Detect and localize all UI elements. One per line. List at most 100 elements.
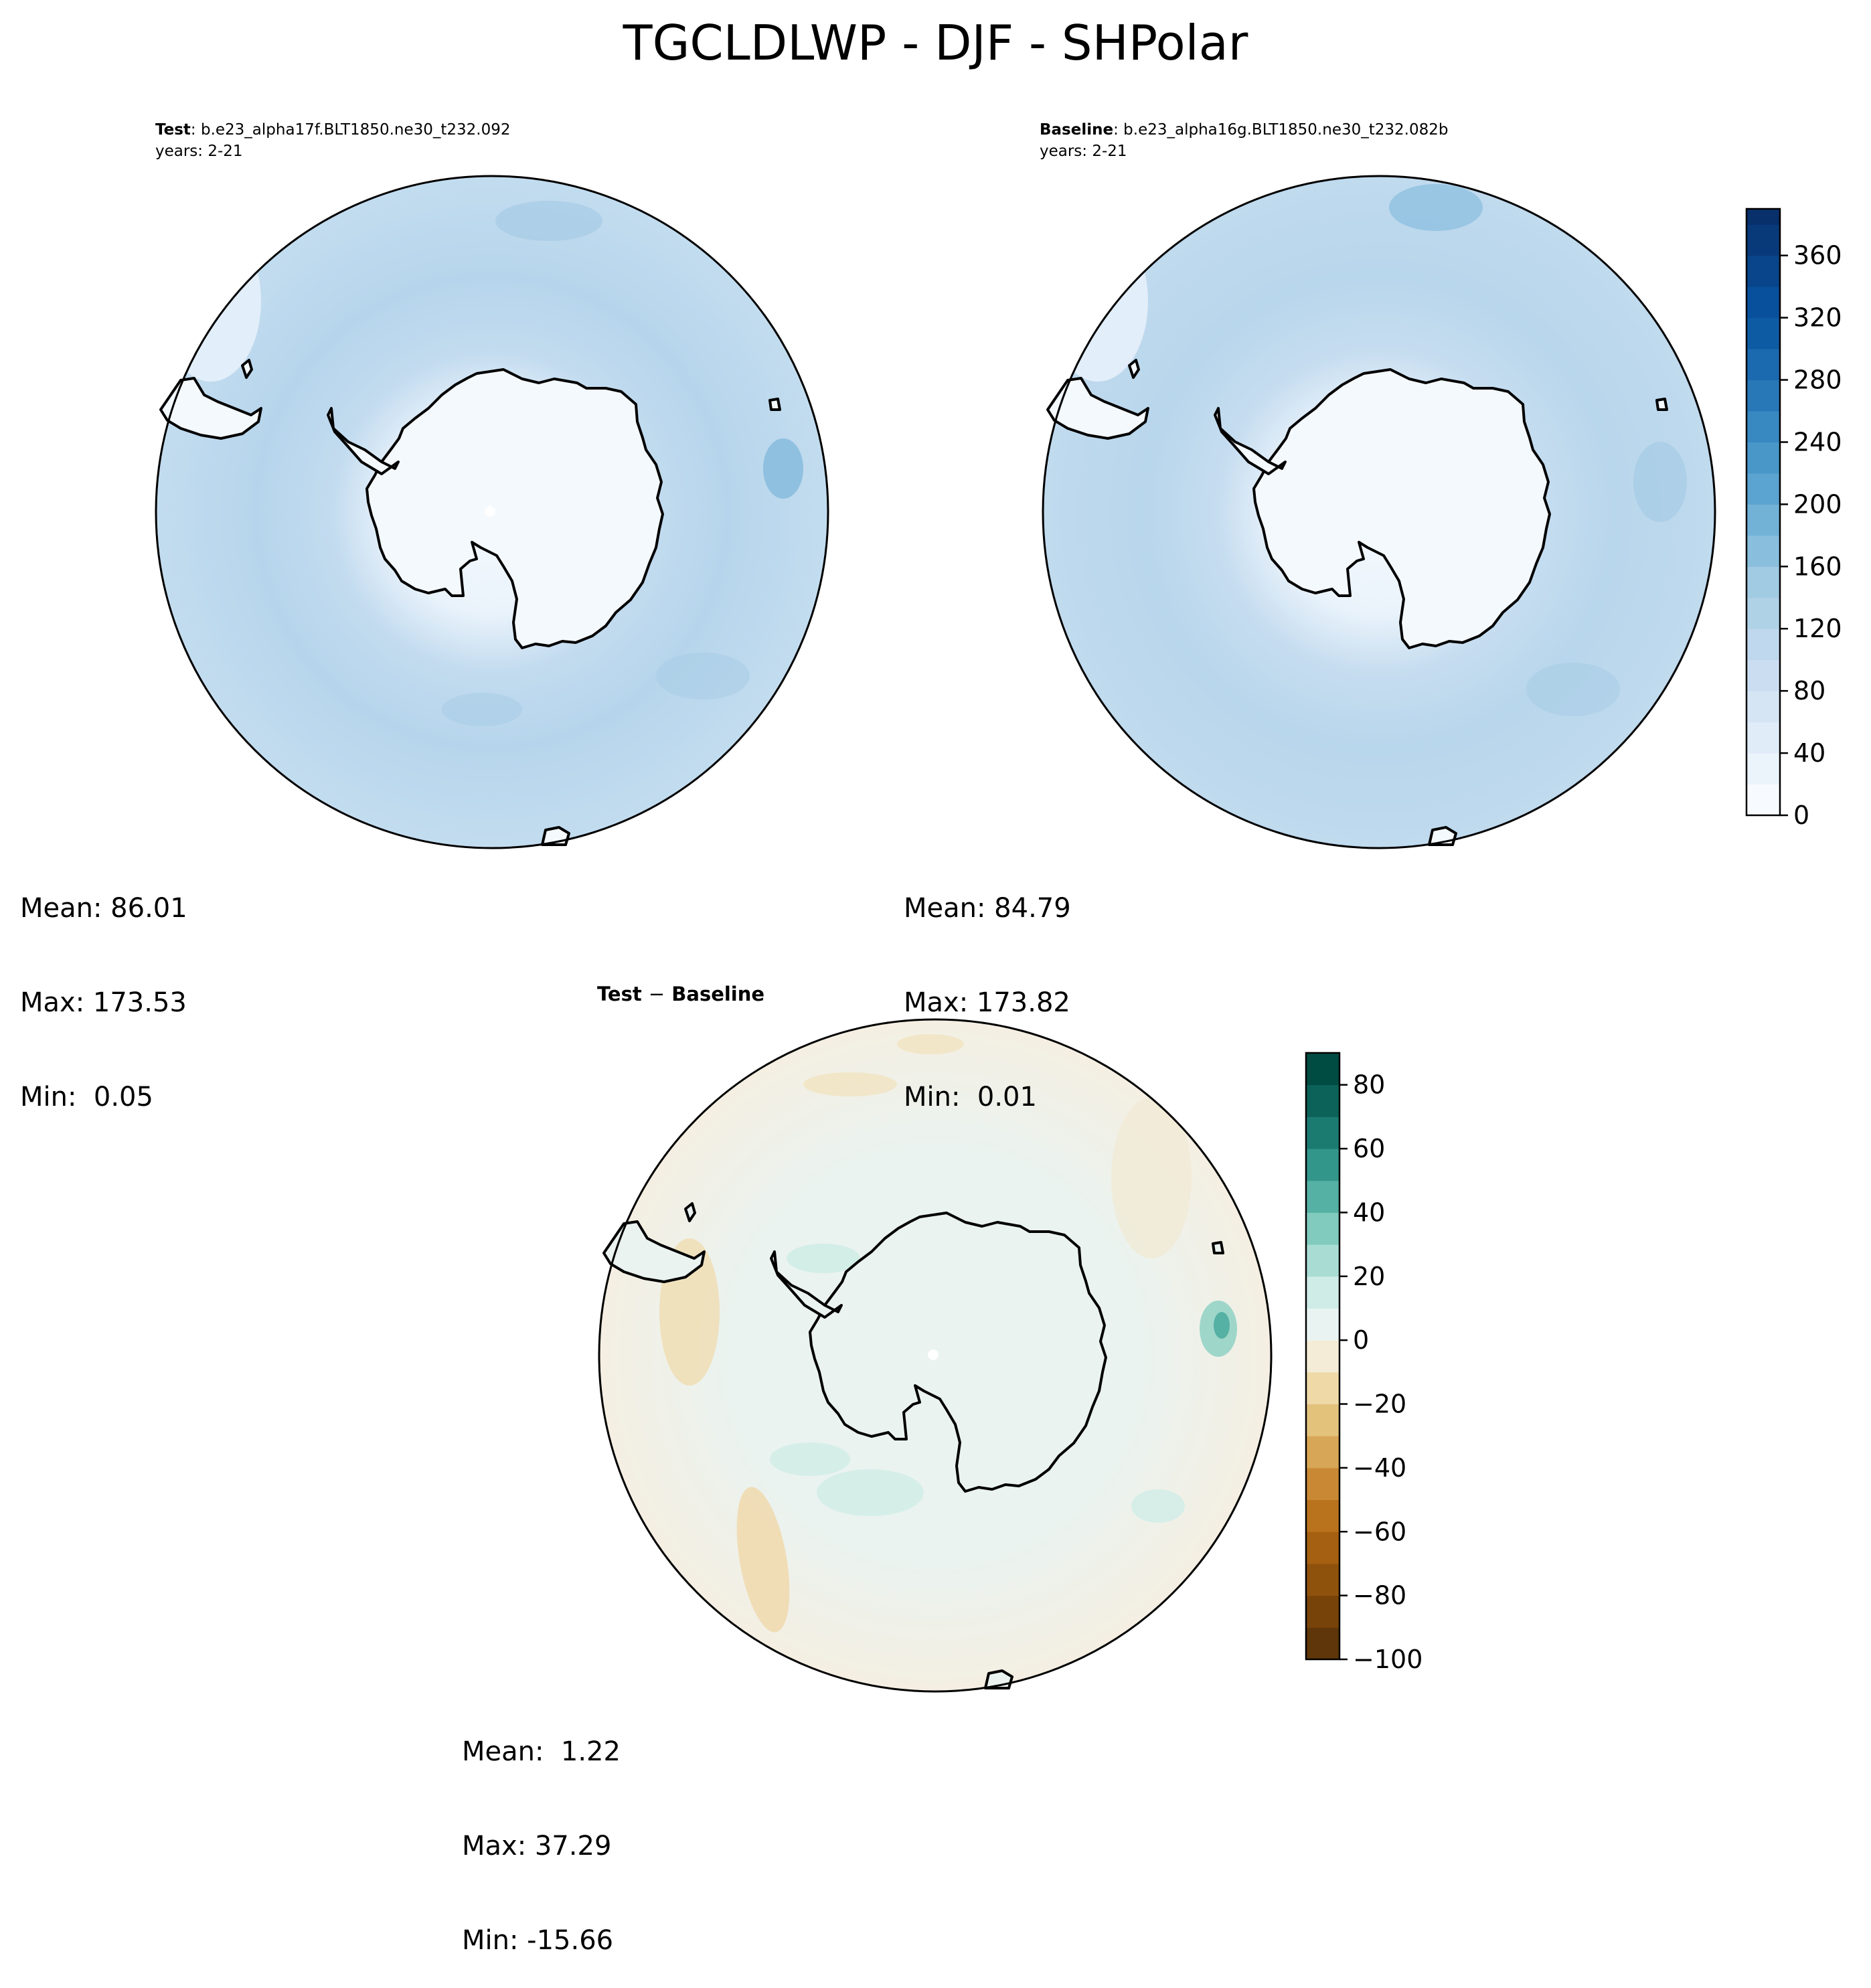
difference-colorbar-color-segment xyxy=(1306,1340,1339,1373)
difference-colorbar-color-segment xyxy=(1306,1308,1339,1341)
antarctica-coastline xyxy=(1252,368,1551,649)
test-stats: Mean: 86.01 Max: 173.53 Min: 0.05 xyxy=(20,830,187,1145)
header-colon: : xyxy=(190,121,201,139)
absolute-colorbar-tick-label: 160 xyxy=(1793,552,1842,581)
difference-colorbar-tick-label: 20 xyxy=(1353,1262,1385,1291)
baseline-stats: Mean: 84.79 Max: 173.82 Min: 0.01 xyxy=(904,830,1071,1145)
south-america-coastline xyxy=(1046,377,1149,440)
antarctica-coastline xyxy=(365,368,664,649)
difference-colorbar-tick-label: 60 xyxy=(1353,1134,1385,1163)
difference-colorbar-tick-label: −40 xyxy=(1353,1453,1406,1483)
absolute-colorbar-tick-label: 0 xyxy=(1793,801,1809,830)
absolute-colorbar-color-segment xyxy=(1746,286,1780,319)
test-stat-mean: Mean: 86.01 xyxy=(20,893,187,924)
baseline-stat-min: Min: 0.01 xyxy=(904,1082,1037,1112)
absolute-colorbar-color-segment xyxy=(1746,597,1780,629)
difference-colorbar-tick-label: −80 xyxy=(1353,1581,1406,1610)
absolute-colorbar-tick-label: 280 xyxy=(1793,365,1842,395)
baseline-coastlines xyxy=(1046,359,1668,846)
test-years: years: 2-21 xyxy=(155,143,243,160)
island-coastline xyxy=(241,359,253,379)
difference-colorbar-tick-label: −100 xyxy=(1353,1645,1422,1674)
difference-title-test: Test xyxy=(597,983,642,1005)
baseline-years: years: 2-21 xyxy=(1040,143,1127,160)
absolute-colorbar-color-segment xyxy=(1746,317,1780,349)
antarctic-peninsula-coastline xyxy=(1214,407,1287,475)
absolute-colorbar-tick-label: 360 xyxy=(1793,241,1842,270)
difference-colorbar-color-segment xyxy=(1306,1244,1339,1277)
difference-colorbar-tick-label: −20 xyxy=(1353,1390,1406,1419)
antarctic-peninsula-coastline xyxy=(327,407,400,475)
absolute-colorbar-tick-label: 120 xyxy=(1793,614,1842,643)
difference-colorbar-color-segment xyxy=(1306,1212,1339,1245)
pole-dot xyxy=(485,506,495,517)
baseline-panel-header: Baseline: b.e23_alpha16g.BLT1850.ne30_t2… xyxy=(1040,119,1448,162)
baseline-map xyxy=(1042,175,1716,849)
absolute-colorbar-tick-label: 40 xyxy=(1793,738,1825,768)
absolute-colorbar-tick-label: 320 xyxy=(1793,303,1842,333)
south-america-coastline xyxy=(602,1220,706,1283)
test-stat-min: Min: 0.05 xyxy=(20,1082,153,1112)
test-label: Test xyxy=(155,121,191,139)
absolute-colorbar-color-segment xyxy=(1746,380,1780,412)
baseline-stat-mean: Mean: 84.79 xyxy=(904,893,1071,924)
pole-dot xyxy=(928,1349,939,1360)
baseline-stat-max: Max: 173.82 xyxy=(904,987,1070,1018)
absolute-colorbar-color-segment xyxy=(1746,473,1780,505)
difference-colorbar-color-segment xyxy=(1306,1563,1339,1596)
difference-colorbar-tick-label: 0 xyxy=(1353,1325,1369,1355)
difference-colorbar-color-segment xyxy=(1306,1595,1339,1628)
difference-colorbar-color-segment xyxy=(1306,1372,1339,1405)
difference-colorbar-tick-label: −60 xyxy=(1353,1517,1406,1546)
absolute-colorbar-color-segment xyxy=(1746,504,1780,536)
difference-colorbar-color-segment xyxy=(1306,1276,1339,1309)
absolute-colorbar-tick-label: 80 xyxy=(1793,676,1825,706)
test-stat-max: Max: 173.53 xyxy=(20,987,187,1018)
absolute-colorbar-color-segment xyxy=(1746,659,1780,691)
absolute-colorbar-color-segment xyxy=(1746,629,1780,661)
baseline-case-name: b.e23_alpha16g.BLT1850.ne30_t232.082b xyxy=(1123,121,1449,139)
absolute-colorbar-frame xyxy=(1745,208,1781,817)
difference-stats: Mean: 1.22 Max: 37.29 Min: -15.66 xyxy=(462,1673,621,1988)
island-coastline xyxy=(768,398,781,411)
test-map-border xyxy=(155,175,829,849)
difference-title-sep: − xyxy=(648,983,665,1005)
test-panel-header: Test: b.e23_alpha17f.BLT1850.ne30_t232.0… xyxy=(155,119,511,162)
island-coastline xyxy=(1212,1241,1224,1254)
difference-colorbar-color-segment xyxy=(1306,1053,1339,1086)
difference-colorbar: −100 −80 −60 −40 −20 0 20 40 60 80 xyxy=(1305,1052,1422,1674)
difference-colorbar-color-segment xyxy=(1306,1436,1339,1469)
antarctica-coastline xyxy=(809,1212,1107,1493)
test-map xyxy=(155,175,829,849)
absolute-colorbar-color-segment xyxy=(1746,566,1780,598)
difference-colorbar-color-segment xyxy=(1306,1627,1339,1660)
absolute-colorbar-color-segment xyxy=(1746,722,1780,754)
absolute-colorbar-color-segment xyxy=(1746,255,1780,287)
baseline-label: Baseline xyxy=(1040,121,1114,139)
absolute-colorbar-color-segment xyxy=(1746,535,1780,567)
header-colon: : xyxy=(1113,121,1124,139)
absolute-colorbar: 0 40 80 120 160 200 240 280 320 360 xyxy=(1745,208,1842,830)
difference-field-patches xyxy=(659,1034,1237,1633)
difference-colorbar-color-segment xyxy=(1306,1499,1339,1532)
difference-colorbar-color-segment xyxy=(1306,1531,1339,1564)
difference-colorbar-color-segment xyxy=(1306,1149,1339,1181)
difference-colorbar-tick-label: 40 xyxy=(1353,1197,1385,1227)
absolute-colorbar-color-segment xyxy=(1746,442,1780,474)
absolute-colorbar-color-segment xyxy=(1746,784,1780,816)
difference-colorbar-color-segment xyxy=(1306,1116,1339,1149)
difference-coastlines xyxy=(602,1202,1224,1689)
difference-colorbar-color-segment xyxy=(1306,1404,1339,1436)
difference-colorbar-tick-label: 80 xyxy=(1353,1070,1385,1100)
absolute-colorbar-color-segment xyxy=(1746,411,1780,442)
island-coastline xyxy=(1128,359,1140,379)
difference-map-border xyxy=(598,1018,1273,1693)
difference-colorbar-frame xyxy=(1305,1052,1341,1661)
difference-title-baseline: Baseline xyxy=(671,983,765,1005)
antarctic-peninsula-coastline xyxy=(770,1250,843,1319)
difference-stat-max: Max: 37.29 xyxy=(462,1831,612,1861)
figure-title: TGCLDLWP - DJF - SHPolar xyxy=(623,15,1248,71)
difference-map xyxy=(598,1018,1273,1693)
island-coastline xyxy=(1655,398,1668,411)
